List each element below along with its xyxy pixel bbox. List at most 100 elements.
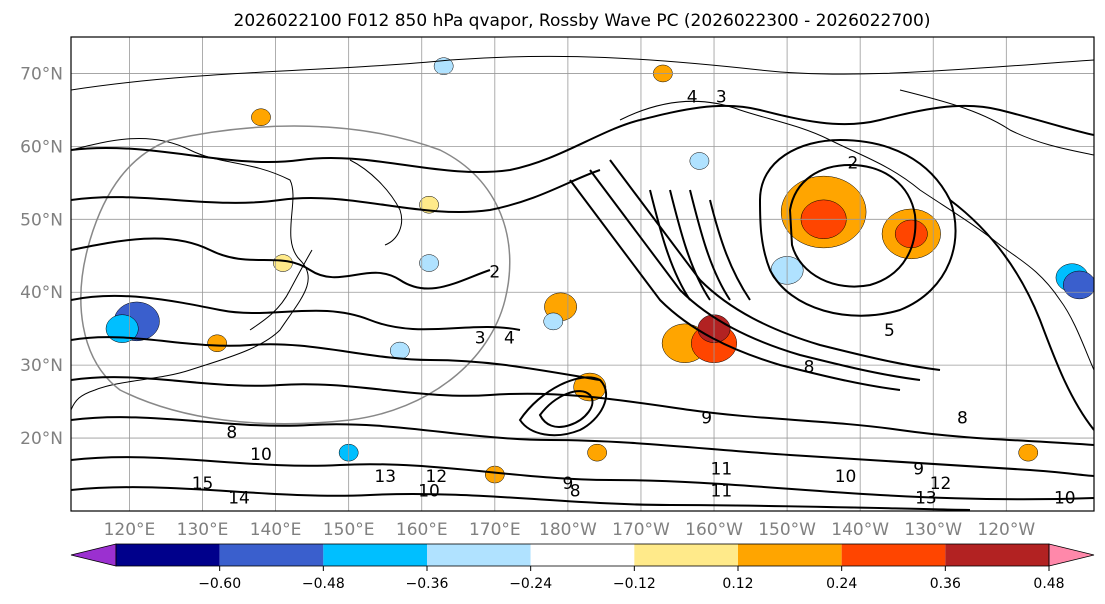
contour-line (71, 376, 1094, 446)
gridlines (71, 37, 1094, 511)
longitude-tick-label: 170°E (469, 520, 521, 540)
latitude-tick-label: 50°N (20, 210, 63, 230)
longitude-tick-label: 150°E (323, 520, 375, 540)
colorbar-segment (634, 544, 738, 566)
latitude-tick-label: 30°N (20, 356, 63, 376)
contour-lines (71, 104, 1094, 511)
contour-line (649, 189, 751, 301)
colorbar-segment (116, 544, 220, 566)
contour-label: 11 (711, 460, 733, 480)
contour-label: 4 (504, 328, 515, 348)
longitude-tick-label: 130°E (177, 520, 229, 540)
colorbar-outline (115, 543, 1050, 567)
coastline-kamchatka (349, 159, 403, 246)
latitude-tick-label: 60°N (20, 137, 63, 157)
contour-label: 14 (228, 489, 250, 509)
colorbar-extend-min (70, 543, 117, 567)
latitude-tick-label: 20°N (20, 429, 63, 449)
contour-label: 12 (426, 467, 448, 487)
latitude-axis: 70°N 60°N 50°N 40°N 30°N 20°N (20, 64, 63, 449)
anomaly-region (273, 254, 293, 272)
longitude-tick-label: 180°W (539, 520, 597, 540)
contour-label: 15 (192, 474, 214, 494)
contour-label: 13 (374, 467, 396, 487)
longitude-axis: 120°E 130°E 140°E 150°E 160°E 170°E 180°W 170°W… (104, 520, 1036, 540)
contour-label: 11 (711, 481, 733, 501)
projection-circle (80, 125, 511, 425)
contour-label: 8 (957, 408, 968, 428)
colorbar-tick-label: −0.48 (302, 576, 345, 592)
colorbar-segment (323, 544, 427, 566)
contour-line (71, 169, 601, 214)
contour-label: 9 (913, 460, 924, 480)
longitude-tick-label: 140°W (831, 520, 889, 540)
contour-line (569, 179, 901, 391)
contour-label: 8 (804, 357, 815, 377)
contour-line (71, 486, 971, 511)
colorbar-segment (427, 544, 531, 566)
longitude-tick-label: 170°W (612, 520, 670, 540)
longitude-tick-label: 120°E (104, 520, 156, 540)
anomaly-region (1062, 270, 1094, 300)
latitude-tick-label: 70°N (20, 64, 63, 84)
contour-line (71, 294, 521, 331)
longitude-tick-label: 140°E (250, 520, 302, 540)
colorbar-tick-label: −0.36 (406, 576, 449, 592)
anomaly-region (587, 443, 607, 462)
anomaly-region (419, 254, 439, 272)
colorbar-tick-label: 0.48 (1033, 576, 1064, 592)
colorbar-segment (841, 544, 946, 566)
contour-label: 13 (915, 489, 937, 509)
contour-line (609, 159, 941, 371)
anomaly-region (207, 334, 227, 353)
coastline-asia (71, 137, 309, 411)
plot-title: 2026022100 F012 850 hPa qvapor, Rossby W… (234, 11, 931, 31)
longitude-tick-label: 130°W (904, 520, 962, 540)
contour-line (538, 390, 594, 428)
colorbar-segment (219, 544, 324, 566)
colorbar-segment (945, 544, 1049, 566)
contour-line (518, 376, 607, 437)
latitude-tick-label: 40°N (20, 283, 63, 303)
contour-label: 10 (835, 467, 857, 487)
anomaly-region (1018, 443, 1039, 462)
contour-line (71, 456, 1094, 501)
contour-line (71, 237, 491, 290)
contour-label: 10 (418, 481, 440, 501)
contour-label: 10 (1054, 489, 1076, 509)
contour-label: 8 (570, 481, 581, 501)
contour-line (639, 104, 1094, 136)
contour-label: 5 (884, 321, 895, 341)
contour-line (71, 119, 641, 174)
anomaly-region (894, 219, 928, 249)
contour-line (71, 416, 1094, 477)
coastline-alaska (619, 100, 1094, 371)
contour-label: 3 (716, 88, 727, 108)
contour-line (758, 138, 957, 317)
contour-label: 2 (489, 263, 500, 283)
contour-label: 12 (930, 474, 952, 494)
anomaly-region (389, 341, 410, 360)
contour-label: 2 (847, 153, 858, 173)
contour-label: 9 (701, 408, 712, 428)
anomaly-region (689, 152, 710, 170)
contour-label: 9 (562, 474, 573, 494)
colorbar: −0.60 −0.48 −0.36 −0.24 −0.12 0.12 0.24 0.36 0.4… (70, 543, 1095, 592)
colorbar-tick-label: −0.24 (509, 576, 552, 592)
contour-label: 3 (475, 328, 486, 348)
contour-line (71, 336, 601, 381)
anomaly-region (105, 314, 139, 343)
coastline-canada (899, 89, 1094, 156)
contour-line (589, 169, 921, 381)
colorbar-tick-label: 0.12 (722, 576, 753, 592)
longitude-tick-label: 160°E (396, 520, 448, 540)
colorbar-tick-label: −0.12 (613, 576, 656, 592)
contour-line (949, 199, 1094, 431)
anomaly-region (251, 108, 271, 126)
anomaly-region (543, 312, 564, 331)
longitude-tick-label: 120°W (977, 520, 1035, 540)
contour-label: 8 (226, 423, 237, 443)
